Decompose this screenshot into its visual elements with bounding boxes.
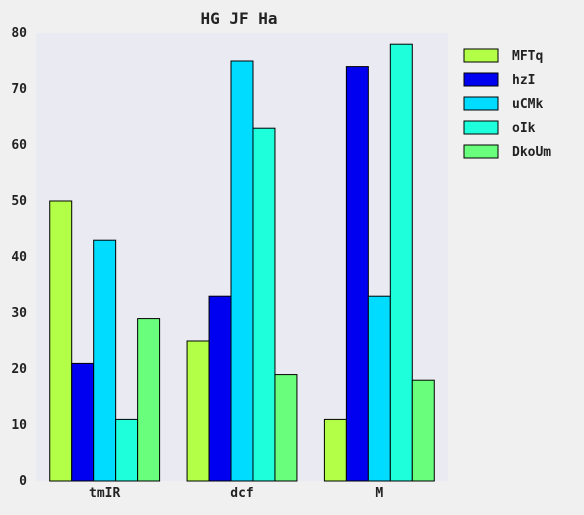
bar-uCMk-M bbox=[367, 295, 391, 482]
bar-hzI-tmIR bbox=[71, 362, 95, 482]
x-tick-label: M bbox=[375, 486, 383, 501]
legend-swatch-MFTq bbox=[463, 48, 499, 63]
y-tick-label: 70 bbox=[11, 82, 27, 97]
bar-MFTq-dcf bbox=[186, 340, 210, 482]
y-tick-label: 40 bbox=[11, 250, 27, 265]
legend-swatch-oIk bbox=[463, 120, 499, 135]
legend-swatch-uCMk bbox=[463, 96, 499, 111]
legend-label-uCMk: uCMk bbox=[512, 97, 543, 112]
y-tick-label: 60 bbox=[11, 138, 27, 153]
bar-oIk-M bbox=[389, 43, 413, 482]
bar-DkoUm-dcf bbox=[274, 374, 298, 482]
bar-uCMk-tmIR bbox=[93, 239, 117, 482]
legend-swatch-DkoUm bbox=[463, 144, 499, 159]
bar-MFTq-tmIR bbox=[49, 200, 73, 482]
legend-label-oIk: oIk bbox=[512, 121, 536, 136]
bars-group bbox=[49, 43, 435, 482]
bar-oIk-tmIR bbox=[115, 418, 139, 482]
bar-DkoUm-M bbox=[411, 379, 435, 482]
x-tick-label: dcf bbox=[230, 486, 253, 501]
chart-title: HG JF Ha bbox=[200, 9, 277, 28]
legend-swatch-hzI bbox=[463, 72, 499, 87]
bar-DkoUm-tmIR bbox=[137, 318, 161, 482]
bar-MFTq-M bbox=[323, 418, 347, 482]
y-tick-label: 50 bbox=[11, 194, 27, 209]
bar-hzI-dcf bbox=[208, 295, 232, 482]
x-axis: tmIR dcf M bbox=[89, 486, 383, 501]
legend-label-MFTq: MFTq bbox=[512, 49, 543, 64]
y-tick-label: 0 bbox=[19, 474, 27, 489]
bar-uCMk-dcf bbox=[230, 60, 254, 482]
legend: MFTq hzI uCMk oIk DkoUm bbox=[463, 48, 551, 160]
y-tick-label: 10 bbox=[11, 418, 27, 433]
legend-label-hzI: hzI bbox=[512, 73, 535, 88]
y-tick-label: 20 bbox=[11, 362, 27, 377]
y-tick-label: 80 bbox=[11, 26, 27, 41]
legend-label-DkoUm: DkoUm bbox=[512, 145, 551, 160]
y-axis: 0 10 20 30 40 50 60 70 80 bbox=[11, 26, 27, 489]
y-tick-label: 30 bbox=[11, 306, 27, 321]
x-tick-label: tmIR bbox=[89, 486, 120, 501]
bar-oIk-dcf bbox=[252, 127, 276, 482]
bar-hzI-M bbox=[345, 66, 369, 482]
